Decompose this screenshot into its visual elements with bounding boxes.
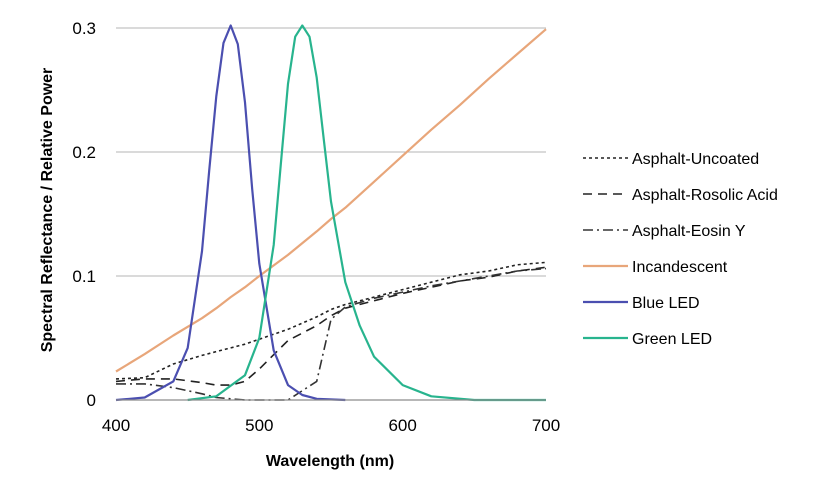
x-axis-title: Wavelength (nm) bbox=[266, 453, 394, 470]
legend: Asphalt-Uncoated Asphalt-Rosolic Acid Asph… bbox=[583, 151, 778, 348]
series-line-asphalt-eosin-y bbox=[116, 267, 547, 401]
legend-label: Incandescent bbox=[632, 259, 728, 276]
x-tick-label: 700 bbox=[532, 416, 560, 435]
y-axis-title: Spectral Reflectance / Relative Power bbox=[39, 68, 56, 353]
legend-label: Blue LED bbox=[632, 295, 700, 312]
series-line-asphalt-uncoated bbox=[115, 261, 547, 380]
x-tick-label: 400 bbox=[102, 416, 130, 435]
y-tick-label: 0.3 bbox=[72, 19, 96, 38]
axes: 0 0.1 0.2 0.3 400 500 600 700 bbox=[72, 19, 560, 435]
grid-lines bbox=[116, 27, 546, 401]
legend-label: Green LED bbox=[632, 331, 712, 348]
legend-label: Asphalt-Eosin Y bbox=[632, 223, 746, 240]
legend-label: Asphalt-Uncoated bbox=[632, 151, 759, 168]
y-tick-label: 0.1 bbox=[72, 267, 96, 286]
x-tick-label: 600 bbox=[388, 416, 416, 435]
x-tick-label: 500 bbox=[245, 416, 273, 435]
series-line-incandescent bbox=[115, 28, 547, 373]
legend-label: Asphalt-Rosolic Acid bbox=[632, 187, 778, 204]
y-tick-label: 0.2 bbox=[72, 143, 96, 162]
series-line-green-led bbox=[187, 24, 546, 402]
y-tick-label: 0 bbox=[87, 391, 96, 410]
series-lines bbox=[115, 24, 547, 402]
series-line-blue-led bbox=[115, 24, 346, 402]
